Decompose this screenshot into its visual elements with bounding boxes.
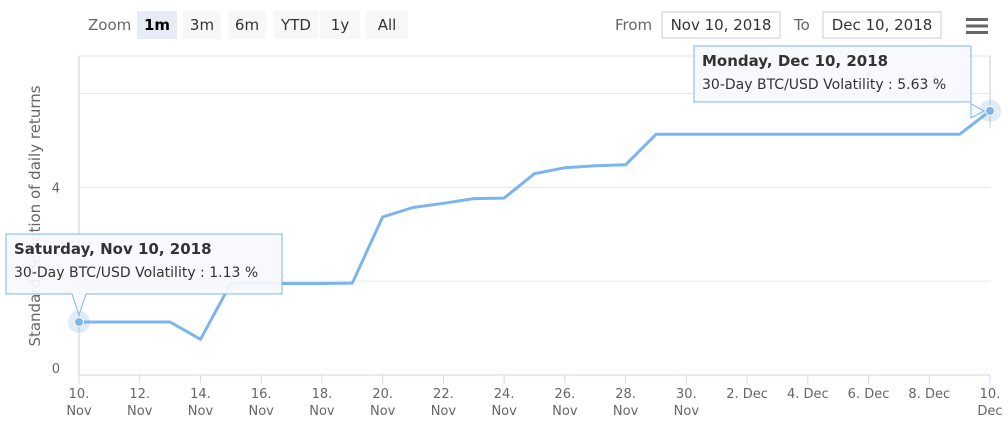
x-tick-label-month: Nov — [552, 404, 578, 419]
zoom-button-all[interactable]: All — [366, 11, 408, 39]
zoom-label: Zoom — [88, 16, 131, 34]
x-tick-label: 10. — [69, 387, 90, 402]
tooltip: Monday, Dec 10, 2018 30-Day BTC/USD Volat… — [693, 45, 986, 119]
from-date-value: Nov 10, 2018 — [671, 16, 772, 34]
x-tick-label-month: Dec — [977, 404, 1002, 419]
x-tick-label-month: Nov — [674, 404, 700, 419]
x-tick-label-month: Nov — [431, 404, 457, 419]
zoom-button-1y[interactable]: 1y — [320, 11, 360, 39]
from-label: From — [615, 16, 652, 34]
zoom-button-3m[interactable]: 3m — [183, 11, 221, 39]
tooltip-value: 30-Day BTC/USD Volatility : 1.13 % — [14, 265, 258, 281]
tooltip-layer: Saturday, Nov 10, 2018 30-Day BTC/USD Vol… — [5, 45, 986, 317]
y-tick-label: 4 — [52, 181, 60, 196]
hamburger-menu-icon[interactable] — [962, 14, 992, 38]
x-tick-label: 4. Dec — [787, 387, 829, 402]
x-tick-label: 6. Dec — [848, 387, 890, 402]
x-tick-label-month: Nov — [127, 404, 153, 419]
data-point-marker[interactable] — [74, 316, 84, 327]
zoom-button-label: All — [378, 16, 397, 34]
data-point-marker[interactable] — [985, 105, 995, 116]
zoom-button-label: 1m — [144, 16, 170, 34]
tooltip-box — [5, 233, 283, 317]
x-axis-labels: 10. Nov 12. Nov 14. Nov 16. Nov 18. Nov 20. Nov 22. N… — [66, 387, 1002, 419]
x-tick-label-month: Nov — [66, 404, 92, 419]
y-axis-labels: 04 — [52, 181, 60, 377]
tooltip-title: Monday, Dec 10, 2018 — [702, 52, 888, 70]
zoom-button-label: 3m — [190, 16, 214, 34]
x-tick-label: 12. — [129, 387, 150, 402]
x-tick-label: 28. — [615, 387, 636, 402]
marker-layer — [68, 99, 1001, 333]
zoom-button-label: 1y — [331, 16, 350, 34]
x-axis-ticks — [78, 375, 991, 383]
x-tick-label-month: Nov — [309, 404, 335, 419]
x-tick-label: 20. — [372, 387, 393, 402]
tooltip: Saturday, Nov 10, 2018 30-Day BTC/USD Vol… — [5, 233, 283, 317]
zoom-button-6m[interactable]: 6m — [228, 11, 266, 39]
volatility-series-line — [77, 109, 992, 341]
from-date-input[interactable]: Nov 10, 2018 — [661, 11, 781, 39]
x-tick-label: 10. — [980, 387, 1001, 402]
x-tick-label: 30. — [676, 387, 697, 402]
x-tick-label-month: Nov — [370, 404, 396, 419]
zoom-button-1m[interactable]: 1m — [137, 11, 177, 39]
x-tick-label-month: Nov — [188, 404, 214, 419]
tooltip-box — [693, 45, 986, 119]
y-axis-title: Standard deviation of daily returns — [26, 85, 44, 346]
x-tick-label: 16. — [251, 387, 272, 402]
x-tick-label-month: Nov — [249, 404, 275, 419]
to-label: To — [793, 16, 810, 34]
zoom-button-ytd[interactable]: YTD — [274, 11, 318, 39]
tooltip-value: 30-Day BTC/USD Volatility : 5.63 % — [702, 77, 946, 93]
to-date-input[interactable]: Dec 10, 2018 — [822, 11, 942, 39]
x-tick-label: 14. — [190, 387, 211, 402]
x-tick-label: 8. Dec — [908, 387, 950, 402]
zoom-button-label: YTD — [280, 16, 311, 34]
x-tick-label: 26. — [555, 387, 576, 402]
y-tick-label: 0 — [52, 362, 60, 377]
tooltip-title: Saturday, Nov 10, 2018 — [14, 240, 212, 258]
zoom-button-group: 1m 3m 6m YTD 1y All — [137, 11, 408, 39]
x-tick-label: 24. — [494, 387, 515, 402]
x-tick-label-month: Nov — [613, 404, 639, 419]
x-tick-label: 2. Dec — [726, 387, 768, 402]
x-tick-label: 18. — [312, 387, 333, 402]
zoom-button-label: 6m — [235, 16, 259, 34]
x-tick-label: 22. — [433, 387, 454, 402]
to-date-value: Dec 10, 2018 — [832, 16, 933, 34]
x-tick-label-month: Nov — [491, 404, 517, 419]
